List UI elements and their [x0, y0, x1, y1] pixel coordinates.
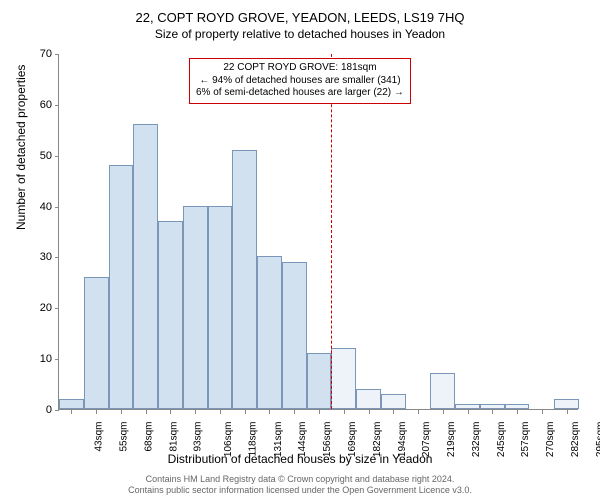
histogram-bar	[59, 399, 84, 409]
y-tick-label: 40	[40, 201, 52, 213]
annotation-line1: 22 COPT ROYD GROVE: 181sqm	[196, 62, 404, 75]
histogram-bar	[331, 348, 356, 409]
y-axis-label: Number of detached properties	[14, 65, 28, 230]
y-tick-label: 0	[46, 404, 52, 416]
y-tick-label: 10	[40, 353, 52, 365]
histogram-bar	[307, 353, 332, 409]
y-tick-label: 50	[40, 150, 52, 162]
x-tick-label: 55sqm	[119, 422, 130, 452]
footnote-line2: Contains public sector information licen…	[128, 485, 472, 495]
x-tick-label: 43sqm	[94, 422, 105, 452]
histogram-bar	[257, 256, 282, 409]
y-tick-label: 60	[40, 99, 52, 111]
histogram-bar	[554, 399, 579, 409]
annotation-line2: ← 94% of detached houses are smaller (34…	[196, 75, 404, 88]
histogram-bar	[84, 277, 109, 409]
y-tick-label: 20	[40, 302, 52, 314]
histogram-bar	[430, 373, 455, 409]
x-tick-label: 68sqm	[143, 422, 154, 452]
histogram-bar	[282, 262, 307, 409]
histogram-bar	[109, 165, 134, 409]
y-tick-label: 70	[40, 48, 52, 60]
chart-subtitle: Size of property relative to detached ho…	[0, 25, 600, 41]
footnote: Contains HM Land Registry data © Crown c…	[0, 474, 600, 496]
histogram-bar	[381, 394, 406, 409]
x-tick-label: 81sqm	[168, 422, 179, 452]
histogram-bar	[158, 221, 183, 409]
histogram-bar	[505, 404, 530, 409]
plot-region: 01020304050607043sqm55sqm68sqm81sqm93sqm…	[58, 54, 578, 410]
histogram-bar	[208, 206, 233, 409]
annotation-box: 22 COPT ROYD GROVE: 181sqm← 94% of detac…	[189, 58, 411, 104]
histogram-bar	[480, 404, 505, 409]
histogram-bar	[232, 150, 257, 409]
histogram-bar	[183, 206, 208, 409]
reference-line	[331, 54, 332, 409]
y-tick-label: 30	[40, 251, 52, 263]
x-tick-label: 93sqm	[193, 422, 204, 452]
chart-title-address: 22, COPT ROYD GROVE, YEADON, LEEDS, LS19…	[0, 0, 600, 25]
histogram-bar	[455, 404, 480, 409]
annotation-line3: 6% of semi-detached houses are larger (2…	[196, 87, 404, 100]
x-axis-label: Distribution of detached houses by size …	[0, 452, 600, 466]
footnote-line1: Contains HM Land Registry data © Crown c…	[146, 474, 455, 484]
histogram-bar	[356, 389, 381, 409]
histogram-bar	[133, 124, 158, 409]
chart-area: 01020304050607043sqm55sqm68sqm81sqm93sqm…	[58, 54, 578, 410]
